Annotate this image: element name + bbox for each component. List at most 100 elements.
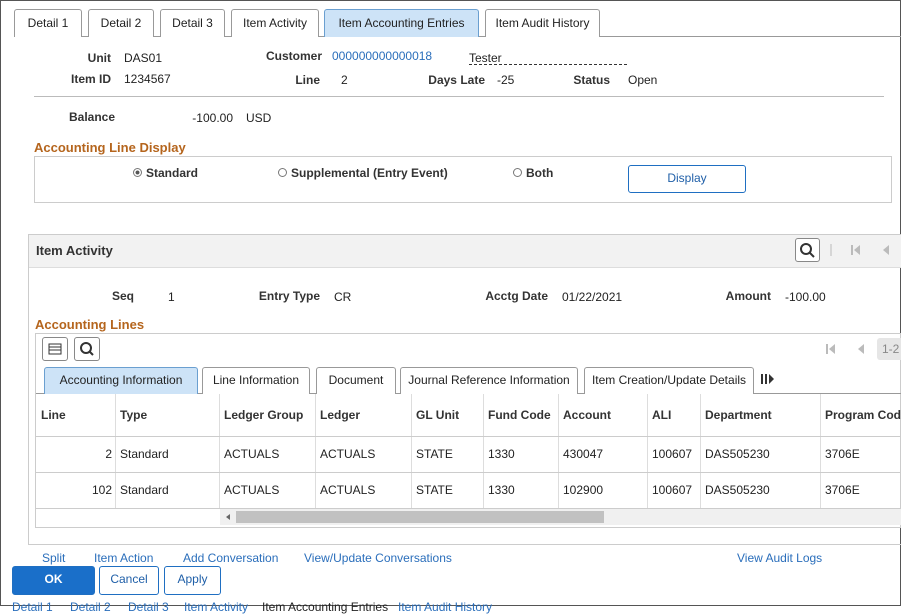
cell: 100607 [652, 446, 692, 462]
radio-label: Both [526, 165, 553, 181]
column-divider [219, 394, 220, 508]
field-label: Line [295, 72, 320, 88]
cell: 3706E [825, 446, 860, 462]
link[interactable]: Split [42, 550, 65, 566]
tab[interactable]: Item Audit History [485, 9, 600, 37]
button[interactable]: OK [12, 566, 95, 595]
sub-tab[interactable]: Line Information [202, 367, 310, 394]
tab[interactable]: Detail 2 [88, 9, 154, 37]
field-label: Entry Type [259, 288, 320, 304]
field-value[interactable]: 000000000000018 [332, 48, 432, 64]
cell: 1330 [488, 446, 515, 462]
cell: 100607 [652, 482, 692, 498]
field-value: 2 [341, 72, 348, 88]
radio-label: Standard [146, 165, 198, 181]
column-header: ALI [652, 407, 671, 423]
column-header: Fund Code [488, 407, 551, 423]
field-value: Open [628, 72, 657, 88]
field-label: Acctg Date [485, 288, 548, 304]
row-line [36, 472, 901, 473]
divider [34, 96, 884, 97]
breadcrumb-link[interactable]: Detail 1 [12, 599, 53, 615]
radio[interactable] [278, 168, 287, 177]
tab[interactable]: Detail 3 [160, 9, 225, 37]
sub-tab[interactable]: Accounting Information [44, 367, 198, 394]
cell: 430047 [563, 446, 603, 462]
search-icon [796, 239, 819, 261]
cell: 1330 [488, 482, 515, 498]
link[interactable]: View Audit Logs [737, 550, 822, 566]
link[interactable]: View/Update Conversations [304, 550, 452, 566]
breadcrumb-link[interactable]: Item Audit History [398, 599, 492, 615]
radio-label: Supplemental (Entry Event) [291, 165, 448, 181]
display-button[interactable]: Display [628, 165, 746, 193]
customer-name: Tester [469, 50, 502, 66]
field-value: 1234567 [124, 71, 171, 87]
grid-box [35, 333, 901, 528]
cell: 2 [105, 446, 112, 462]
sub-tab[interactable]: Item Creation/Update Details [584, 367, 754, 394]
cell: ACTUALS [224, 482, 279, 498]
panel-header [29, 235, 901, 268]
link[interactable]: Item Action [94, 550, 153, 566]
cell: 3706E [825, 482, 860, 498]
radio[interactable] [133, 168, 142, 177]
field-label: Unit [88, 50, 111, 66]
column-header: Ledger Group [224, 407, 303, 423]
link[interactable]: Add Conversation [183, 550, 278, 566]
column-header: Account [563, 407, 611, 423]
column-divider [647, 394, 648, 508]
field-label: Status [573, 72, 610, 88]
breadcrumb-link: Item Accounting Entries [262, 599, 388, 615]
cell: STATE [416, 482, 453, 498]
cell: ACTUALS [320, 482, 375, 498]
sub-tab[interactable]: Document [316, 367, 396, 394]
radio[interactable] [513, 168, 522, 177]
panel-title: Item Activity [36, 243, 113, 259]
breadcrumb-link[interactable]: Detail 3 [128, 599, 169, 615]
search-button[interactable] [795, 238, 820, 262]
more-tabs-icon[interactable] [758, 371, 778, 387]
cell: 102900 [563, 482, 603, 498]
row-range: 1-2 [882, 341, 899, 357]
column-header: Type [120, 407, 147, 423]
column-divider [700, 394, 701, 508]
cell: STATE [416, 446, 453, 462]
nav-icons [825, 240, 901, 260]
field-label: Item ID [71, 71, 111, 87]
field-value: CR [334, 289, 351, 305]
personalize-button[interactable] [42, 337, 68, 361]
tab[interactable]: Item Activity [231, 9, 319, 37]
grid-icon [43, 338, 67, 360]
field-label: Seq [112, 288, 134, 304]
button[interactable]: Cancel [99, 566, 159, 595]
cell: ACTUALS [320, 446, 375, 462]
column-divider [315, 394, 316, 508]
button[interactable]: Apply [164, 566, 221, 595]
find-button[interactable] [74, 337, 100, 361]
column-header: GL Unit [416, 407, 459, 423]
cell: Standard [120, 482, 169, 498]
breadcrumb-link[interactable]: Detail 2 [70, 599, 111, 615]
column-divider [558, 394, 559, 508]
column-divider [411, 394, 412, 508]
tab[interactable]: Item Accounting Entries [324, 9, 479, 37]
breadcrumb-link[interactable]: Item Activity [184, 599, 248, 615]
cell: DAS505230 [705, 482, 770, 498]
grid-nav-icons [820, 339, 878, 359]
scroll-thumb[interactable] [236, 511, 604, 523]
column-header: Department [705, 407, 772, 423]
sub-tab[interactable]: Journal Reference Information [400, 367, 578, 394]
cell: DAS505230 [705, 446, 770, 462]
field-value: DAS01 [124, 50, 162, 66]
field-value: -25 [497, 72, 514, 88]
column-header: Ledger [320, 407, 360, 423]
column-divider [483, 394, 484, 508]
field-value: 01/22/2021 [562, 289, 622, 305]
tab[interactable]: Detail 1 [14, 9, 82, 37]
balance-value: -100.00 [192, 110, 233, 126]
section-title: Accounting Lines [35, 317, 144, 333]
field-label: Amount [726, 288, 771, 304]
scroll-left[interactable] [222, 511, 234, 523]
